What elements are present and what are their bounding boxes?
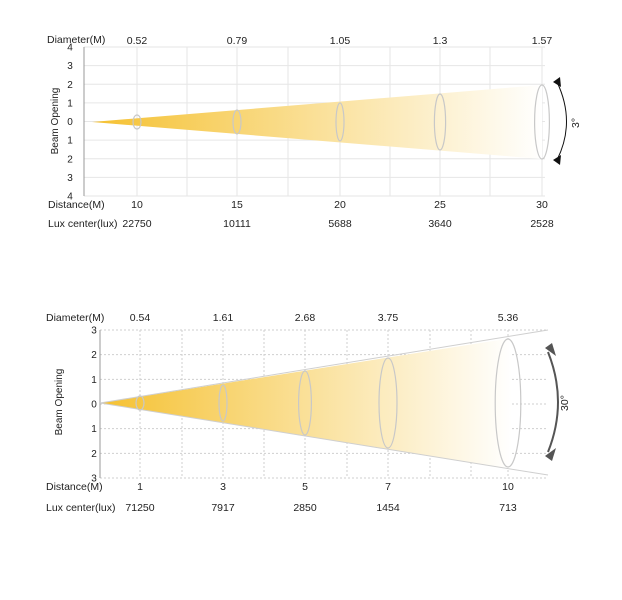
lux-value: 3640 <box>428 218 452 230</box>
diameter-label-3deg: Diameter(M) <box>47 34 105 46</box>
y-tick-label: 4 <box>67 43 73 54</box>
beam-angle-arc-3deg <box>556 81 567 161</box>
lux-label-30deg: Lux center(lux) <box>46 502 115 514</box>
distance-value: 30 <box>536 199 548 211</box>
distance-value: 10 <box>502 481 514 493</box>
diagram-3deg: 3° Diameter(M) Beam Opening Distance(M) … <box>47 34 582 230</box>
diameter-values-3deg: 0.52 0.79 1.05 1.3 1.57 <box>127 35 553 47</box>
lux-value: 713 <box>499 502 517 514</box>
lux-value: 2528 <box>530 218 554 230</box>
lux-value: 5688 <box>328 218 352 230</box>
beam-cone-3deg <box>92 85 542 159</box>
lux-value: 2850 <box>293 502 317 514</box>
y-tick-label: 1 <box>67 136 73 147</box>
distance-value: 5 <box>302 481 308 493</box>
beam-ellipse <box>132 114 142 130</box>
arrowhead-up-icon <box>553 77 561 87</box>
beam-edge-bottom-30deg <box>99 402 549 476</box>
beam-angle-label-30deg: 30° <box>559 395 571 411</box>
arrowhead-up-icon <box>545 343 556 356</box>
diameter-value: 0.79 <box>227 35 248 47</box>
beam-ellipse <box>335 102 345 142</box>
lux-value: 71250 <box>125 502 154 514</box>
distance-value: 3 <box>220 481 226 493</box>
y-tick-label: 3 <box>91 474 97 485</box>
distance-value: 1 <box>137 481 143 493</box>
distance-value: 7 <box>385 481 391 493</box>
y-tick-label: 2 <box>91 350 97 361</box>
beam-angle-arc-30deg <box>547 351 559 453</box>
diameter-value: 0.52 <box>127 35 148 47</box>
beam-ellipse <box>533 84 550 160</box>
distance-values-3deg: 10 15 20 25 30 <box>131 199 548 211</box>
beam-edge-top-30deg <box>99 329 549 404</box>
beam-ellipse <box>298 370 313 436</box>
y-tick-label: 4 <box>67 192 73 203</box>
beam-cone-30deg <box>100 338 512 469</box>
y-tick-label: 0 <box>91 400 97 411</box>
y-tick-label: 3 <box>67 173 73 184</box>
distance-value: 10 <box>131 199 143 211</box>
diameter-value: 1.05 <box>330 35 351 47</box>
y-tick-label: 3 <box>91 326 97 337</box>
y-tick-label: 2 <box>67 80 73 91</box>
y-tick-label: 0 <box>67 117 73 128</box>
beam-ellipse <box>218 384 228 422</box>
lux-value: 7917 <box>211 502 235 514</box>
beam-ellipse <box>135 395 145 411</box>
y-tick-label: 2 <box>67 154 73 165</box>
y-tick-label: 2 <box>91 449 97 460</box>
diameter-value: 5.36 <box>498 312 519 324</box>
diameter-label-30deg: Diameter(M) <box>46 312 104 324</box>
lux-value: 1454 <box>376 502 400 514</box>
diagram-30deg: 30° Diameter(M) Beam Opening Distance(M)… <box>46 312 571 514</box>
distance-value: 25 <box>434 199 446 211</box>
diameter-value: 1.61 <box>213 312 234 324</box>
diameter-values-30deg: 0.54 1.61 2.68 3.75 5.36 <box>130 312 519 324</box>
y-tick-label: 1 <box>91 375 97 386</box>
lux-label-3deg: Lux center(lux) <box>48 218 117 230</box>
distance-label-3deg: Distance(M) <box>48 199 105 211</box>
beam-opening-label-3deg: Beam Opening <box>50 88 61 155</box>
diameter-value: 0.54 <box>130 312 151 324</box>
beam-opening-label-30deg: Beam Opening <box>54 369 65 436</box>
y-tick-label: 1 <box>91 424 97 435</box>
diameter-value: 1.57 <box>532 35 553 47</box>
distance-value: 15 <box>231 199 243 211</box>
beam-ellipse <box>433 93 447 151</box>
lux-values-3deg: 22750 10111 5688 3640 2528 <box>122 218 553 230</box>
y-ticks-30deg: 3 2 1 0 1 2 3 <box>91 326 97 485</box>
beam-ellipse <box>232 109 242 135</box>
y-ticks-3deg: 4 3 2 1 0 1 2 3 4 <box>67 43 73 203</box>
lux-value: 22750 <box>122 218 151 230</box>
distance-values-30deg: 1 3 5 7 10 <box>137 481 514 493</box>
beam-ellipses-3deg <box>132 84 550 160</box>
beam-ellipse <box>378 357 398 449</box>
beam-ellipses-30deg <box>135 338 522 468</box>
distance-value: 20 <box>334 199 346 211</box>
lux-values-30deg: 71250 7917 2850 1454 713 <box>125 502 517 514</box>
y-tick-label: 3 <box>67 61 73 72</box>
arrowhead-down-icon <box>545 448 556 461</box>
beam-angle-label-3deg: 3° <box>570 118 582 128</box>
distance-label-30deg: Distance(M) <box>46 481 103 493</box>
arrowhead-down-icon <box>553 155 561 165</box>
y-tick-label: 1 <box>67 98 73 109</box>
beam-ellipse <box>494 338 522 468</box>
diameter-value: 1.3 <box>433 35 448 47</box>
diameter-value: 3.75 <box>378 312 399 324</box>
lux-value: 10111 <box>223 218 251 230</box>
diameter-value: 2.68 <box>295 312 316 324</box>
